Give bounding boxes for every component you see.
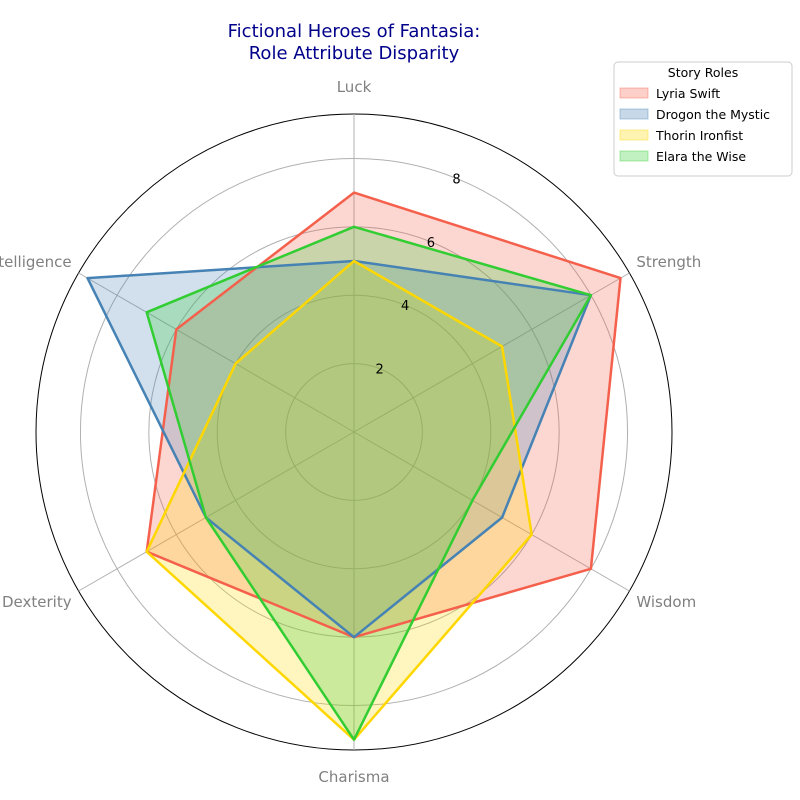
axis-label: Intelligence (0, 253, 72, 271)
legend-entry-label: Thorin Ironfist (655, 128, 743, 143)
axis-label: Strength (636, 253, 701, 271)
polar-grid (35, 113, 673, 751)
chart-title-line: Fictional Heroes of Fantasia: (228, 21, 481, 42)
chart-title: Fictional Heroes of Fantasia:Role Attrib… (228, 21, 481, 64)
legend-entry-label: Drogon the Mystic (656, 107, 770, 122)
series-area (146, 226, 591, 740)
chart-title-line: Role Attribute Disparity (249, 43, 460, 64)
series-area (146, 192, 621, 638)
series-layer (86, 191, 622, 741)
grid-spoke (78, 431, 355, 592)
radial-tick-label: 4 (401, 299, 409, 314)
legend-entry-label: Lyria Swift (656, 86, 720, 101)
grid-spoke (353, 431, 630, 592)
radial-tick-label: 6 (427, 236, 435, 251)
legend-title: Story Roles (668, 65, 738, 80)
axis-label: Dexterity (2, 593, 72, 611)
axis-label: Wisdom (636, 593, 696, 611)
legend-swatch (619, 108, 649, 120)
radial-tick-label: 8 (452, 172, 460, 187)
legend-entry-label: Elara the Wise (656, 149, 746, 164)
legend: Story Roles Lyria Swift Drogon the Mystic T… (613, 61, 793, 177)
legend-swatch (619, 129, 649, 141)
axis-labels: 2 4 6 8 Luck Strength Wisdom Charisma Dexterity I… (0, 78, 701, 786)
legend-frame (613, 61, 793, 177)
axis-label: Charisma (318, 768, 389, 786)
series-area (146, 261, 532, 740)
axis-label: Luck (337, 78, 372, 96)
legend-swatch (619, 87, 649, 99)
series-line (145, 225, 593, 741)
series-area (87, 261, 591, 638)
legend-swatch (619, 150, 649, 162)
grid-spoke (78, 272, 355, 433)
radial-tick-label: 2 (375, 363, 383, 378)
grid-spoke (353, 272, 630, 433)
